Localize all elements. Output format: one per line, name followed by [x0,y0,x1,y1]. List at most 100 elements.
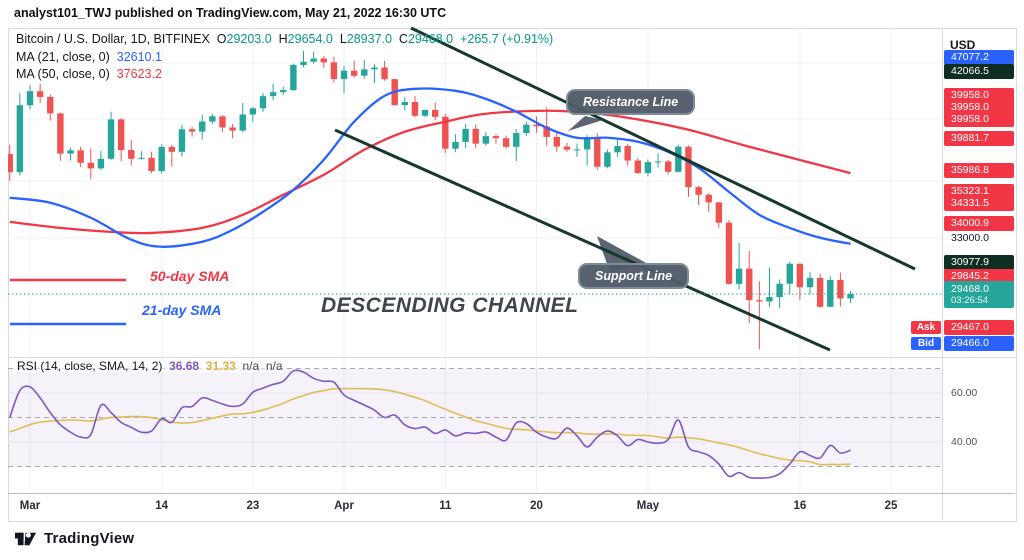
time-axis-label: 23 [246,500,260,512]
rsi-axis-label: 40.00 [951,436,978,448]
change-value: +265.7 (+0.91%) [460,32,554,46]
time-axis-label: 20 [530,500,543,512]
candle [411,101,419,116]
candle [776,283,783,298]
open-key: O [216,32,227,46]
candle [128,150,135,159]
candle [67,150,74,154]
resistance-trendline[interactable] [410,26,916,271]
candle [523,124,530,134]
candle [36,91,44,97]
candle [806,277,814,288]
candle [472,128,479,144]
price-axis-tag: 34331.5 [944,195,1014,211]
candle [705,194,712,203]
symbol-legend[interactable]: Bitcoin / U.S. Dollar, 1D, BITFINEX O292… [16,32,553,46]
time-axis-label: 16 [793,500,807,512]
rsi-line[interactable] [8,369,851,479]
candle [401,101,409,106]
ma21-line[interactable] [9,87,851,248]
price-axis-divider [942,28,943,520]
sma50-text-label[interactable]: 50-day SMA [150,268,230,284]
candle [715,202,723,223]
candle [837,279,844,299]
price-axis-tag: 34000.9 [944,215,1014,231]
candle [178,129,186,152]
ma21-label: MA (21, close, 0) [16,50,110,64]
candle [340,70,348,79]
candle [482,136,490,144]
close-value: 29468.0 [407,32,454,46]
candle [26,91,34,106]
price-axis-currency[interactable]: USD [950,38,976,52]
price-axis-tag: 29467.0 [944,319,1014,335]
candle [290,64,297,91]
price-axis-tag: 39958.0 [944,99,1014,115]
candle [543,126,550,137]
ma21-value: 32610.1 [116,50,162,64]
tradingview-logo[interactable]: TradingView [14,527,134,550]
candle [432,109,439,117]
rsi-extra-value-1: n/a [242,359,260,373]
support-line-label[interactable]: Support Line [578,263,690,289]
candle [280,90,287,93]
time-axis-label: May [636,500,660,512]
grid-lines [8,28,942,493]
rsi-pane[interactable] [8,368,942,479]
price-axis-tag: 29466.0 [944,335,1014,351]
publish-attribution: analyst101_TWJ published on TradingView.… [14,6,447,20]
rsi-legend[interactable]: RSI (14, close, SMA, 14, 2) 36.68 31.33 … [14,359,286,373]
candle [725,222,733,284]
rsi-extra-value-2: n/a [265,359,283,373]
sma21-text-label[interactable]: 21-day SMA [142,302,222,318]
candle [87,162,94,169]
price-axis-tag: 39958.0 [944,87,1014,103]
candle [138,157,145,159]
candle [563,146,571,150]
rsi-ma-line[interactable] [9,387,851,466]
price-axis-tag: 30977.9 [944,254,1014,270]
candle [847,294,854,299]
candle [168,146,176,152]
candle [452,141,459,149]
price-axis-tag: 35323.1 [944,183,1014,199]
rsi-pane-divider[interactable] [8,357,1015,358]
time-axis-label: 14 [155,500,169,512]
descending-channel-label[interactable]: DESCENDING CHANNEL [321,294,579,317]
resistance-line-label[interactable]: Resistance Line [566,89,696,115]
candle [117,119,125,151]
candle [816,277,824,307]
candle [685,146,692,188]
bid-chip: Bid [911,336,941,350]
candle [188,129,196,132]
ma50-line[interactable] [9,109,851,235]
low-value: 28937.0 [346,32,392,46]
candle [310,58,317,62]
price-axis-tag: 39958.0 [944,111,1014,127]
candle [57,113,64,154]
candle [604,152,611,167]
candle [553,136,560,147]
time-axis-label: 11 [439,500,452,512]
candle [746,268,753,301]
candle [573,149,581,151]
candle [77,150,84,163]
resistance-callout-tail [568,116,603,131]
candle [654,161,662,163]
candle [634,160,641,174]
candle [320,58,327,63]
candle [442,116,449,149]
price-axis-label: 33000.0 [951,232,989,244]
symbol-title: Bitcoin / U.S. Dollar, 1D, BITFINEX [16,32,210,46]
candle [269,92,277,97]
close-key: C [398,32,408,46]
support-trendline[interactable] [334,128,831,352]
open-value: 29203.0 [226,32,272,46]
candles-layer[interactable] [7,50,854,350]
ma21-legend[interactable]: MA (21, close, 0) 32610.1 [16,50,162,64]
candle [350,70,358,76]
ma50-legend[interactable]: MA (50, close, 0) 37623.2 [16,67,162,81]
candle [8,154,13,173]
candle [219,116,226,128]
candle [492,136,500,139]
